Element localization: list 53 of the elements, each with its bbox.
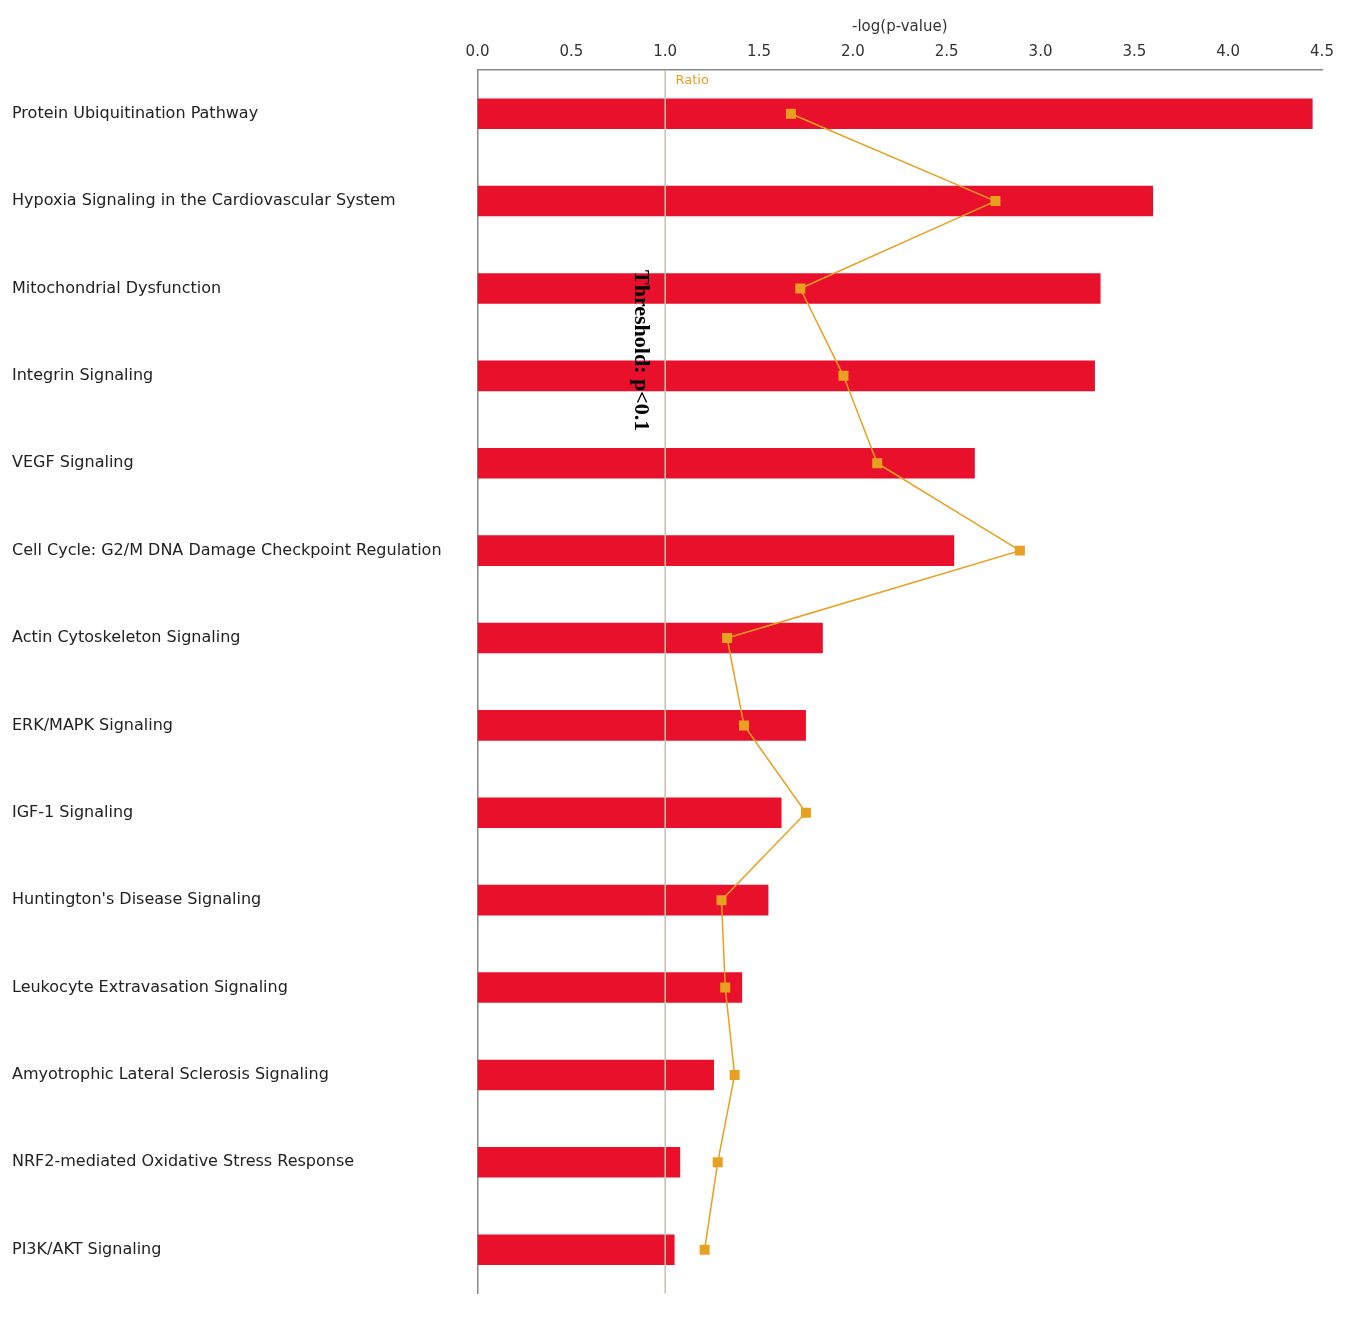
y-tick-label: Huntington's Disease Signaling	[12, 889, 262, 909]
y-tick-label: Protein Ubiquitination Pathway	[12, 102, 259, 122]
bar	[477, 1059, 714, 1091]
y-tick-label: NRF2-mediated Oxidative Stress Response	[12, 1151, 355, 1171]
y-tick-label: ERK/MAPK Signaling	[12, 714, 173, 734]
x-tick-label: 2.0	[840, 41, 865, 60]
bar	[477, 1147, 681, 1178]
point	[712, 1157, 723, 1168]
x-axis-title: -log(p-value)	[852, 16, 948, 35]
point	[785, 108, 796, 119]
bar	[477, 98, 1313, 129]
x-tick-label: 0.5	[559, 41, 584, 60]
y-tick-label: Hypoxia Signaling in the Cardiovascular System	[12, 190, 396, 210]
point	[800, 807, 811, 818]
text: Ratio	[675, 71, 709, 87]
y-tick-label: Integrin Signaling	[12, 365, 154, 385]
x-tick-label: 1.5	[747, 41, 771, 60]
point	[990, 196, 1001, 207]
point	[729, 1069, 740, 1080]
ref-line-label: Threshold: p<0.1	[630, 270, 656, 432]
x-tick-label: 0.0	[465, 41, 490, 60]
x-tick-label: 3.0	[1028, 41, 1053, 60]
y-tick-label: Amyotrophic Lateral Sclerosis Signaling	[12, 1064, 329, 1084]
point	[795, 283, 806, 294]
point	[722, 633, 733, 643]
bar	[477, 972, 743, 1003]
y-tick-label: VEGF Signaling	[12, 452, 134, 472]
y-tick-label: Actin Cytoskeleton Signaling	[12, 627, 241, 647]
point	[872, 458, 883, 469]
y-tick-label: PI3K/AKT Signaling	[12, 1238, 162, 1258]
bar	[477, 447, 975, 479]
bar	[477, 797, 782, 829]
point	[838, 370, 849, 381]
bar	[477, 622, 823, 654]
x-tick-label: 4.0	[1216, 41, 1241, 60]
bar	[477, 185, 1154, 217]
x-tick-label: 3.5	[1122, 41, 1147, 60]
y-tick-label: IGF-1 Signaling	[12, 801, 134, 821]
x-tick-label: 1.0	[653, 41, 678, 60]
bar	[477, 535, 955, 566]
point	[716, 895, 727, 906]
y-tick-label: Mitochondrial Dysfunction	[12, 277, 222, 297]
point	[739, 720, 749, 731]
y-tick-label: Cell Cycle: G2/M DNA Damage Checkpoint Regulation	[12, 539, 442, 559]
point	[699, 1244, 710, 1255]
bar	[477, 710, 806, 741]
x-tick-label: 2.5	[934, 41, 959, 60]
x-tick-label: 4.5	[1310, 41, 1334, 60]
point	[1014, 545, 1025, 556]
y-tick-label: Leukocyte Extravasation Signaling	[12, 976, 288, 996]
bar	[477, 1234, 675, 1265]
bar	[477, 884, 769, 916]
point	[720, 982, 731, 993]
